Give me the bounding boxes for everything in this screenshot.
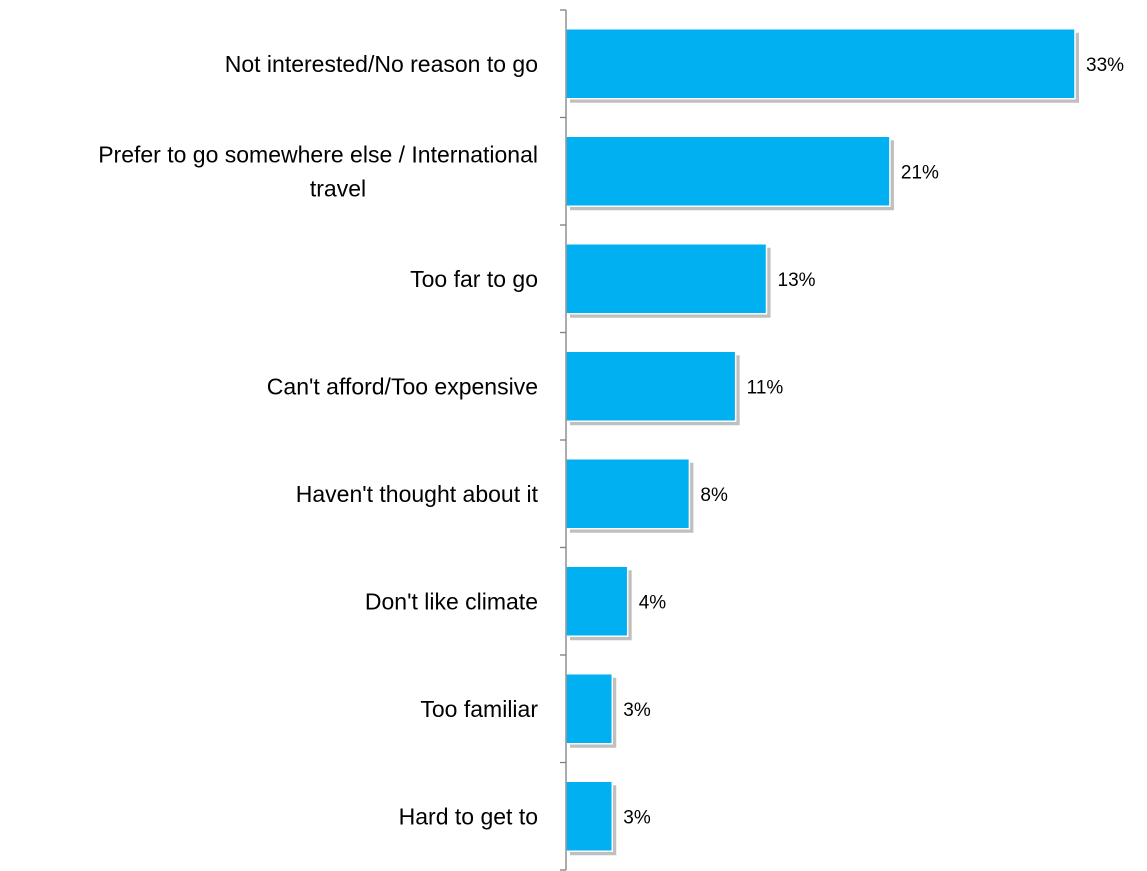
- category-label: Not interested/No reason to go: [225, 51, 538, 77]
- category-axis: [560, 9, 567, 871]
- category-label: Don't like climate: [365, 588, 538, 614]
- value-label: 13%: [778, 270, 816, 291]
- bar: [565, 28, 1076, 100]
- value-label: 21%: [901, 162, 939, 183]
- bar: [565, 135, 891, 207]
- value-label: 3%: [623, 807, 651, 828]
- category-label: Hard to get to: [399, 803, 538, 829]
- category-label: Haven't thought about it: [296, 481, 539, 507]
- bar: [565, 243, 768, 315]
- category-label: Prefer to go somewhere else / Internatio…: [98, 141, 538, 201]
- value-label: 33%: [1086, 55, 1124, 76]
- value-label: 3%: [623, 700, 651, 721]
- value-label: 11%: [747, 377, 784, 398]
- bars: [565, 28, 1076, 852]
- bar: [565, 565, 629, 637]
- value-label: 4%: [639, 592, 667, 613]
- category-label: Can't afford/Too expensive: [267, 373, 538, 399]
- bar: [565, 780, 614, 852]
- category-labels: Not interested/No reason to go Prefer to …: [98, 51, 538, 830]
- bar: [565, 458, 691, 530]
- bar: [565, 350, 737, 422]
- bar: [565, 673, 614, 745]
- value-labels: 33% 21% 13% 11% 8% 4% 3% 3%: [623, 55, 1124, 829]
- category-label: Too familiar: [420, 696, 538, 722]
- value-label: 8%: [700, 485, 728, 506]
- category-label: Too far to go: [410, 266, 538, 292]
